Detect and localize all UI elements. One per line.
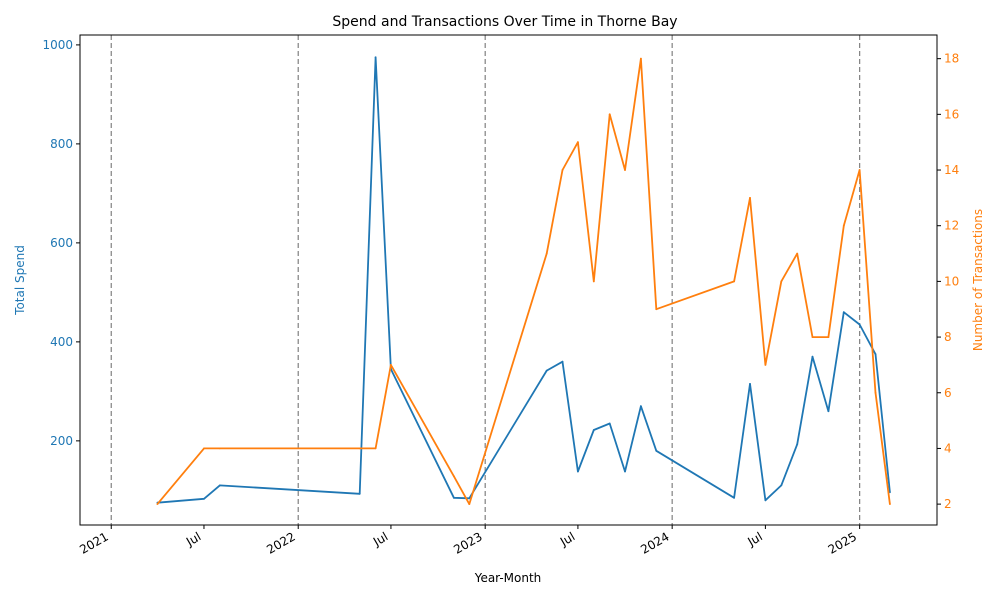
x-tick-label-8: 2025: [826, 529, 859, 556]
point-transactions-8: [545, 252, 548, 255]
point-transactions-0: [156, 503, 159, 505]
y-left-tick-label-2: 600: [50, 236, 73, 250]
y-left-tick-label-0: 200: [50, 434, 73, 448]
x-tick-label-5: Jul: [557, 529, 577, 549]
point-transactions-16: [733, 280, 735, 283]
x-tick-label-3: Jul: [370, 529, 390, 549]
y-axis-left: 200 400 600 800 1000: [42, 38, 80, 448]
year-lines: [110, 35, 861, 525]
point-spend-3: [358, 492, 361, 495]
point-transactions-9: [561, 169, 564, 171]
point-transactions-14: [640, 57, 642, 60]
point-transactions-5: [390, 364, 392, 366]
series-layer: [156, 56, 891, 506]
point-transactions-22: [827, 336, 830, 338]
x-tick-label-4: 2023: [451, 529, 484, 556]
x-tick-label-2: 2022: [264, 529, 297, 556]
y-axis-left-title: Total Spend: [13, 245, 27, 316]
point-spend-14: [640, 405, 642, 408]
point-spend-21: [811, 355, 814, 358]
y-right-tick-label-6: 14: [944, 163, 959, 177]
y-axis-right-title: Number of Transactions: [971, 209, 985, 351]
y-right-tick-label-4: 10: [944, 274, 959, 288]
point-spend-25: [874, 353, 877, 356]
point-transactions-12: [608, 113, 611, 116]
point-transactions-20: [796, 252, 799, 255]
point-transactions-23: [842, 224, 845, 227]
point-spend-17: [749, 383, 751, 385]
point-spend-9: [561, 360, 564, 363]
point-spend-10: [577, 470, 579, 473]
point-spend-13: [624, 470, 626, 473]
y-right-tick-label-5: 12: [944, 219, 959, 233]
point-spend-12: [608, 422, 611, 425]
point-transactions-17: [749, 197, 751, 199]
point-spend-16: [733, 496, 735, 499]
point-spend-24: [858, 323, 861, 326]
point-spend-11: [592, 429, 595, 431]
point-transactions-24: [858, 169, 861, 171]
point-spend-19: [780, 484, 783, 487]
y-right-tick-label-8: 18: [944, 52, 959, 66]
point-transactions-4: [374, 447, 377, 450]
y-left-tick-label-3: 800: [50, 137, 73, 151]
point-transactions-6: [453, 475, 455, 478]
point-spend-23: [842, 311, 845, 314]
y-right-tick-label-7: 16: [944, 107, 959, 121]
point-spend-8: [545, 369, 548, 372]
point-transactions-1: [203, 447, 205, 450]
x-tick-label-7: Jul: [744, 529, 764, 549]
series-line-spend: [157, 56, 891, 504]
x-axis: 2021 Jul 2022 Jul 2023 Jul 2024 Jul 2025: [77, 525, 861, 557]
point-transactions-19: [780, 280, 783, 283]
y-right-tick-label-0: 2: [944, 497, 952, 511]
point-transactions-18: [764, 364, 767, 366]
y-right-tick-label-3: 8: [944, 330, 952, 344]
point-spend-26: [889, 491, 891, 494]
point-transactions-3: [358, 447, 361, 450]
point-transactions-2: [218, 447, 221, 450]
x-tick-label-6: 2024: [638, 529, 671, 556]
y-left-tick-label-1: 400: [50, 335, 73, 349]
x-tick-label-1: Jul: [183, 529, 203, 549]
point-transactions-26: [889, 503, 891, 505]
point-transactions-11: [592, 280, 595, 283]
point-transactions-15: [655, 308, 658, 311]
series-line-transactions: [156, 57, 891, 506]
y-left-tick-label-4: 1000: [42, 38, 73, 52]
chart-title: Spend and Transactions Over Time in Thor…: [332, 14, 677, 30]
point-transactions-21: [811, 336, 814, 338]
point-spend-18: [764, 499, 767, 502]
point-spend-20: [796, 443, 799, 446]
y-right-tick-label-2: 6: [944, 386, 952, 400]
point-spend-2: [218, 484, 221, 487]
point-spend-22: [827, 410, 830, 413]
point-transactions-25: [874, 391, 877, 394]
y-right-tick-label-1: 4: [944, 441, 952, 455]
point-transactions-13: [624, 169, 626, 171]
point-spend-4: [374, 56, 377, 59]
point-spend-6: [453, 496, 455, 499]
x-axis-title: Year-Month: [474, 571, 542, 585]
point-spend-15: [655, 449, 658, 452]
point-spend-1: [203, 497, 205, 500]
plot-frame: [79, 34, 938, 526]
x-tick-label-0: 2021: [77, 529, 110, 556]
point-spend-7: [468, 497, 471, 500]
y-axis-right: 2 4 6 8 10 12 14 16 18: [937, 52, 959, 511]
point-transactions-7: [468, 503, 471, 505]
point-transactions-10: [577, 141, 579, 144]
